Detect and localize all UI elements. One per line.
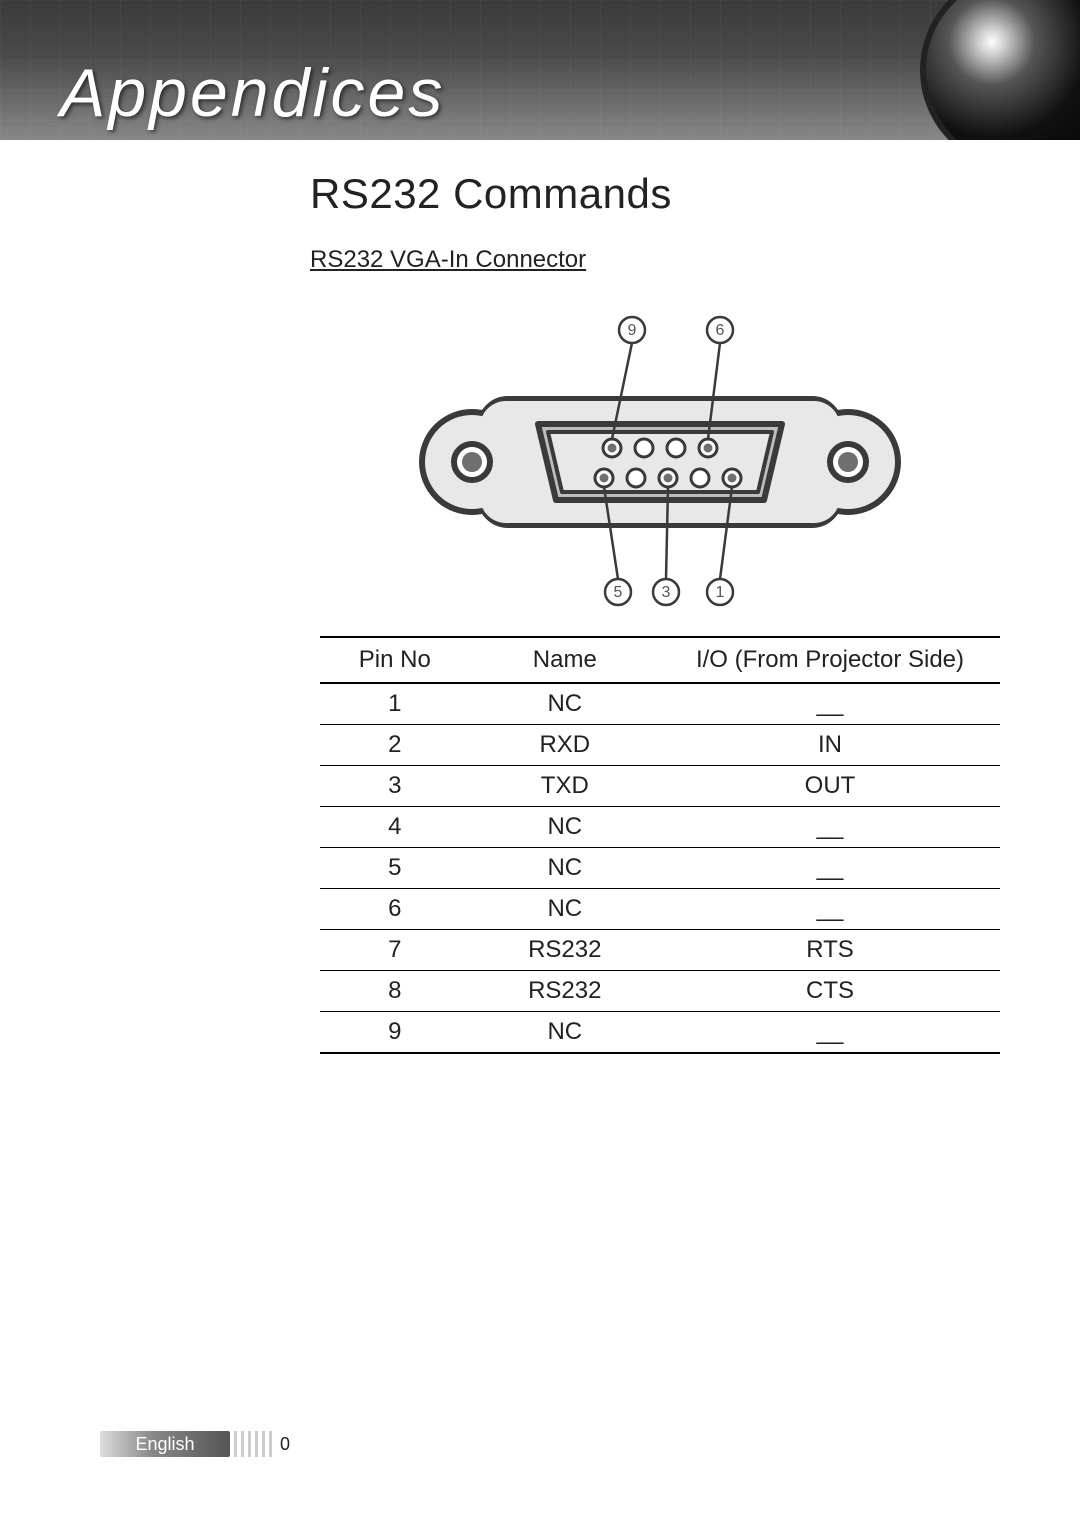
svg-text:1: 1	[716, 584, 725, 601]
cell-io: __	[660, 1012, 1000, 1054]
cell-io: CTS	[660, 971, 1000, 1012]
table-row: 2RXDIN	[320, 725, 1000, 766]
page-title: RS232 Commands	[310, 170, 1010, 218]
footer-deco	[234, 1431, 274, 1457]
table-body: 1NC__2RXDIN3TXDOUT4NC__5NC__6NC__7RS232R…	[320, 683, 1000, 1053]
svg-text:6: 6	[716, 322, 725, 339]
cell-io: RTS	[660, 930, 1000, 971]
svg-text:3: 3	[662, 584, 671, 601]
cell-name: NC	[470, 1012, 660, 1054]
cell-io: __	[660, 683, 1000, 725]
cell-pin: 1	[320, 683, 470, 725]
svg-text:9: 9	[628, 322, 637, 339]
table-row: 3TXDOUT	[320, 766, 1000, 807]
pin-table: Pin No Name I/O (From Projector Side) 1N…	[320, 636, 1000, 1054]
cell-name: RS232	[470, 930, 660, 971]
table-row: 8RS232CTS	[320, 971, 1000, 1012]
cell-name: NC	[470, 683, 660, 725]
cell-name: TXD	[470, 766, 660, 807]
cell-name: RXD	[470, 725, 660, 766]
cell-io: __	[660, 807, 1000, 848]
cell-pin: 2	[320, 725, 470, 766]
cell-name: RS232	[470, 971, 660, 1012]
col-header-pin: Pin No	[320, 637, 470, 683]
col-header-name: Name	[470, 637, 660, 683]
table-row: 1NC__	[320, 683, 1000, 725]
header-title: Appendices	[60, 54, 445, 132]
lens-image	[920, 0, 1080, 140]
section-subtitle: RS232 VGA-In Connector	[310, 246, 1010, 274]
cell-pin: 7	[320, 930, 470, 971]
page: Appendices RS232 Commands RS232 VGA-In C…	[0, 0, 1080, 1532]
cell-name: NC	[470, 848, 660, 889]
table-row: 6NC__	[320, 889, 1000, 930]
cell-pin: 6	[320, 889, 470, 930]
connector-svg: 9 6 5 3 1	[400, 292, 920, 612]
col-header-io: I/O (From Projector Side)	[660, 637, 1000, 683]
cell-name: NC	[470, 807, 660, 848]
cell-pin: 4	[320, 807, 470, 848]
cell-pin: 5	[320, 848, 470, 889]
cell-io: __	[660, 848, 1000, 889]
cell-io: IN	[660, 725, 1000, 766]
header-band: Appendices	[0, 0, 1080, 140]
cell-pin: 3	[320, 766, 470, 807]
svg-text:5: 5	[614, 584, 623, 601]
cell-name: NC	[470, 889, 660, 930]
table-row: 5NC__	[320, 848, 1000, 889]
cell-io: OUT	[660, 766, 1000, 807]
table-head: Pin No Name I/O (From Projector Side)	[320, 637, 1000, 683]
footer-language: English	[100, 1431, 230, 1457]
footer: English 0	[100, 1428, 320, 1460]
cell-pin: 9	[320, 1012, 470, 1054]
cell-pin: 8	[320, 971, 470, 1012]
table-row: 4NC__	[320, 807, 1000, 848]
content-area: RS232 Commands RS232 VGA-In Connector 9 6…	[310, 170, 1010, 1054]
footer-page-number: 0	[280, 1434, 290, 1455]
table-row: 9NC__	[320, 1012, 1000, 1054]
table-row: 7RS232RTS	[320, 930, 1000, 971]
cell-io: __	[660, 889, 1000, 930]
connector-diagram: 9 6 5 3 1	[400, 292, 920, 612]
